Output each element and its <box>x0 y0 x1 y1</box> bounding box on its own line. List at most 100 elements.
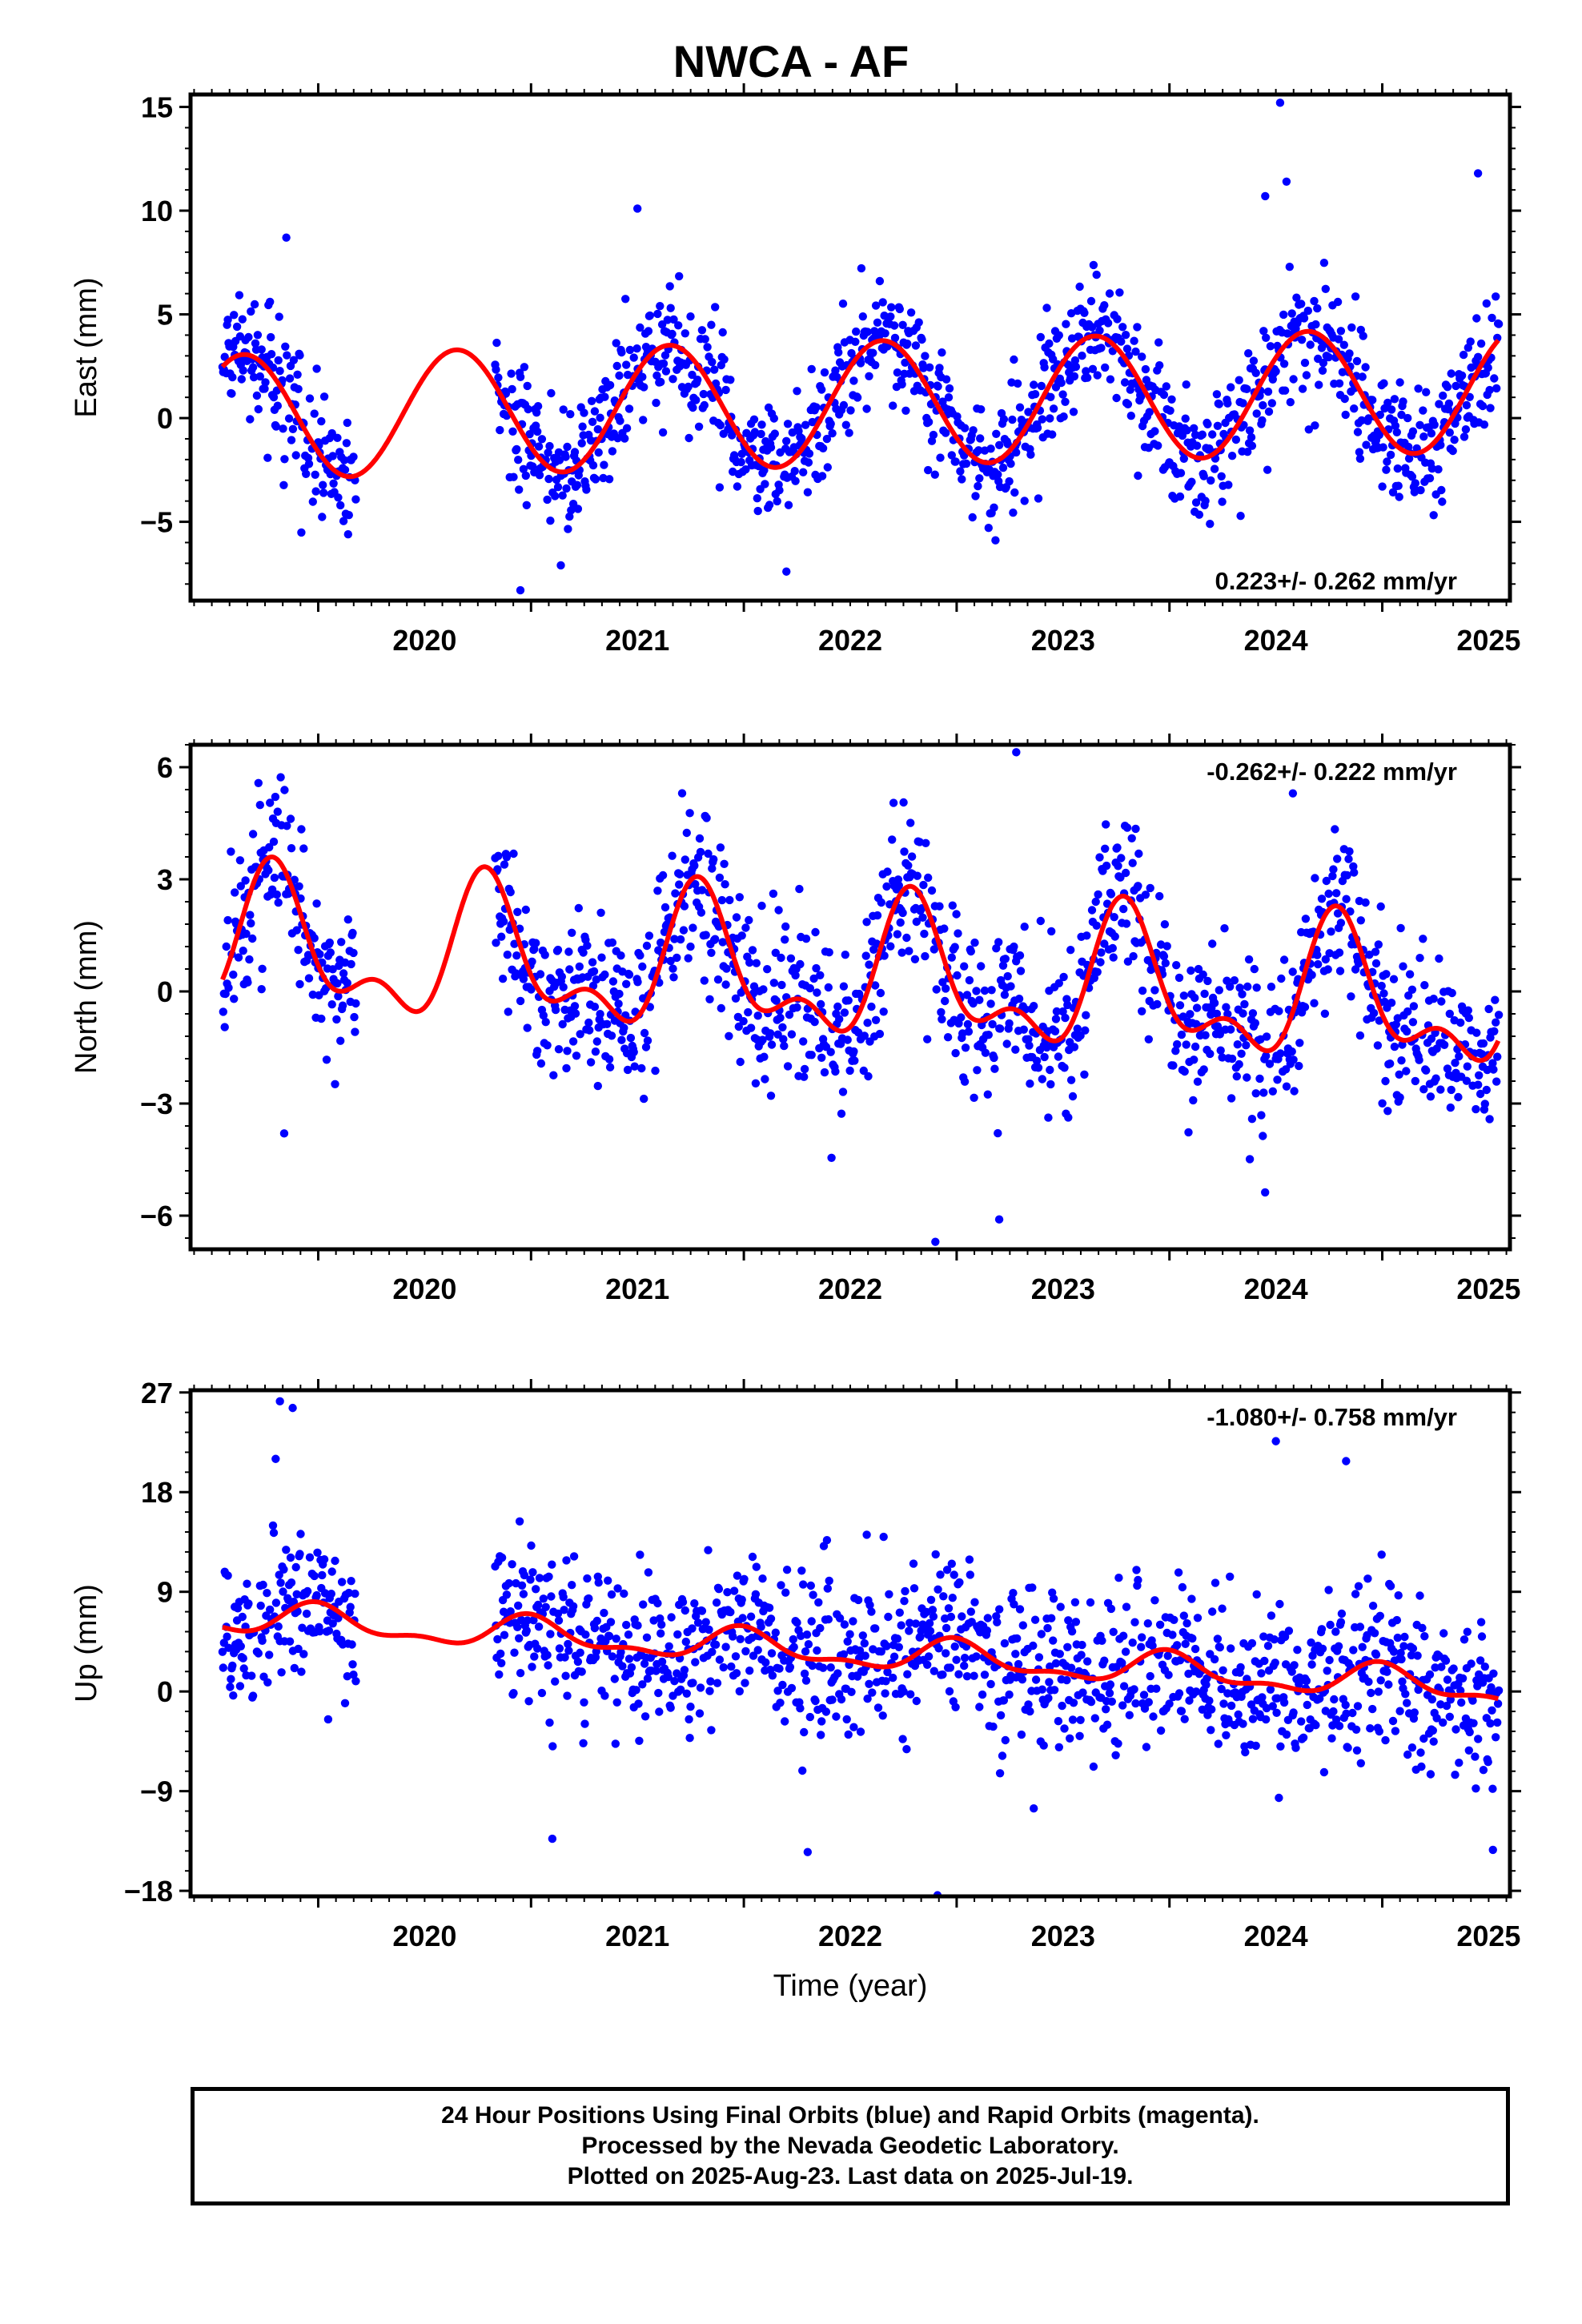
data-point <box>559 405 568 414</box>
data-point <box>666 956 675 966</box>
data-point <box>894 1642 904 1651</box>
data-point <box>796 1704 805 1713</box>
data-point <box>955 1578 964 1587</box>
data-point <box>860 1638 869 1648</box>
data-point <box>1386 1582 1395 1590</box>
data-point <box>246 415 255 424</box>
data-point <box>934 1644 943 1653</box>
data-point <box>1287 1047 1296 1056</box>
data-point <box>939 1592 948 1601</box>
data-point <box>643 1036 652 1045</box>
data-point <box>670 935 679 943</box>
data-point <box>785 1663 795 1671</box>
data-point <box>291 1562 300 1572</box>
data-point <box>1313 304 1322 313</box>
data-point <box>757 901 766 911</box>
data-point <box>790 467 799 476</box>
data-point <box>690 861 699 870</box>
data-point <box>863 1019 872 1027</box>
data-point <box>1369 1008 1379 1018</box>
data-point <box>682 1689 691 1698</box>
data-point <box>1407 985 1417 995</box>
data-point <box>1395 378 1404 387</box>
data-point <box>1397 1655 1406 1664</box>
data-point <box>632 1686 640 1695</box>
data-point <box>572 1051 581 1060</box>
data-point <box>1190 424 1199 432</box>
data-point <box>1315 380 1323 389</box>
data-point <box>943 1033 953 1042</box>
data-point <box>1342 895 1351 903</box>
data-point <box>681 1606 689 1615</box>
data-point <box>930 1667 939 1675</box>
data-point <box>1484 1758 1492 1767</box>
data-point <box>1247 441 1257 450</box>
data-point <box>1154 338 1163 347</box>
data-point <box>1102 1705 1110 1714</box>
data-point <box>290 875 299 884</box>
data-point <box>736 1634 745 1643</box>
data-point <box>492 338 501 348</box>
data-point <box>1439 1629 1448 1638</box>
data-point <box>673 953 681 963</box>
data-point <box>789 1634 797 1644</box>
data-point <box>675 880 684 889</box>
data-point <box>929 1612 938 1621</box>
data-point <box>1488 1784 1497 1793</box>
data-point <box>1417 1762 1426 1771</box>
data-point <box>839 400 849 410</box>
data-point <box>1142 1743 1151 1751</box>
data-point <box>229 1691 238 1700</box>
data-point <box>759 985 768 994</box>
data-point <box>880 951 889 960</box>
data-point <box>736 1057 745 1067</box>
data-point <box>897 1621 905 1630</box>
data-point <box>1082 1011 1090 1019</box>
data-point <box>1239 1009 1247 1018</box>
data-point <box>500 1630 509 1639</box>
data-point <box>900 847 909 856</box>
data-point <box>782 436 791 445</box>
data-point <box>1362 440 1371 449</box>
data-point <box>1335 1722 1344 1731</box>
data-point <box>791 971 800 980</box>
data-point <box>669 973 678 982</box>
data-point <box>1419 432 1428 441</box>
data-point <box>527 985 536 994</box>
data-point <box>1191 498 1201 507</box>
data-point <box>1063 1000 1072 1010</box>
data-point <box>817 385 826 394</box>
data-point <box>777 980 786 990</box>
data-point <box>493 1634 502 1644</box>
data-point <box>1443 383 1452 392</box>
data-point-outlier <box>271 1454 280 1463</box>
data-point <box>1003 440 1012 448</box>
data-point <box>1250 964 1259 974</box>
data-point <box>722 964 731 973</box>
data-point <box>1462 400 1472 410</box>
data-point <box>838 1088 848 1096</box>
data-point <box>575 962 584 971</box>
data-point <box>686 942 695 951</box>
data-point <box>539 1011 548 1020</box>
data-point <box>1399 397 1407 406</box>
data-point <box>1208 939 1217 948</box>
data-point <box>825 948 833 957</box>
data-point <box>1018 1675 1027 1684</box>
data-point <box>1465 1727 1474 1737</box>
data-point <box>654 1688 663 1698</box>
data-point <box>622 424 632 432</box>
data-point <box>681 855 689 864</box>
data-point <box>1287 309 1296 318</box>
data-point <box>227 1675 235 1683</box>
data-point <box>543 1651 552 1659</box>
data-point <box>768 1671 777 1680</box>
data-point <box>865 1679 873 1688</box>
data-point <box>828 1695 837 1704</box>
data-point <box>889 321 899 330</box>
data-point <box>1114 862 1122 870</box>
data-point-outlier <box>275 1397 284 1406</box>
data-point <box>239 947 247 955</box>
data-point <box>1175 1656 1185 1665</box>
